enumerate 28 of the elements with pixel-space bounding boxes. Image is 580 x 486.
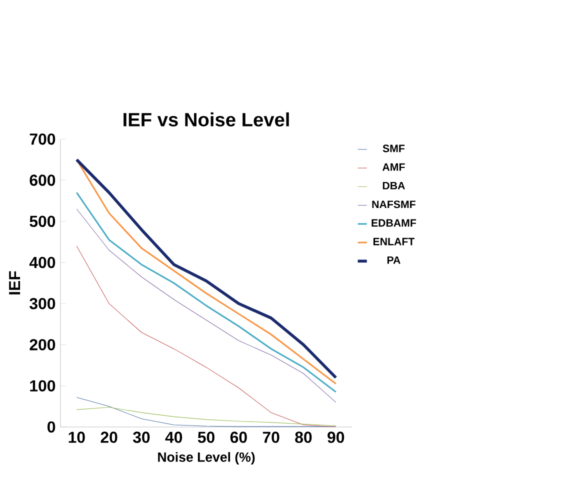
- x-tick-label: 10: [68, 432, 85, 444]
- x-tick-label: 20: [100, 432, 118, 444]
- x-tick-label: 40: [165, 432, 182, 444]
- y-tick-label: 300: [30, 298, 56, 310]
- legend-label: DBA: [382, 182, 405, 190]
- legend-label: SMF: [382, 144, 405, 152]
- legend-label: NAFSMF: [372, 200, 416, 208]
- chart-title: IEF vs Noise Level: [124, 112, 289, 127]
- x-tick-label: 60: [230, 432, 247, 444]
- x-tick-label: 30: [132, 432, 150, 444]
- legend-label: AMF: [382, 164, 405, 171]
- x-tick-label: 50: [198, 432, 214, 444]
- y-tick-label: 500: [30, 216, 56, 228]
- legend-label: EDBAMF: [372, 220, 416, 227]
- x-axis-title: Noise Level (%): [158, 452, 255, 465]
- y-tick-label: 0: [48, 422, 56, 433]
- legend-label: ENLAFT: [373, 238, 415, 246]
- y-tick-label: 400: [29, 257, 56, 268]
- line-series: [76, 246, 336, 428]
- x-tick-label: 70: [262, 432, 280, 444]
- y-tick-label: 700: [30, 134, 56, 145]
- y-axis-title: IEF: [9, 271, 20, 295]
- y-tick-label: 200: [30, 339, 56, 351]
- legend-label: PA: [387, 256, 400, 264]
- x-tick-label: 80: [295, 432, 312, 444]
- y-tick-label: 600: [30, 174, 56, 186]
- x-tick-label: 90: [328, 432, 344, 444]
- y-tick-label: 100: [30, 380, 56, 392]
